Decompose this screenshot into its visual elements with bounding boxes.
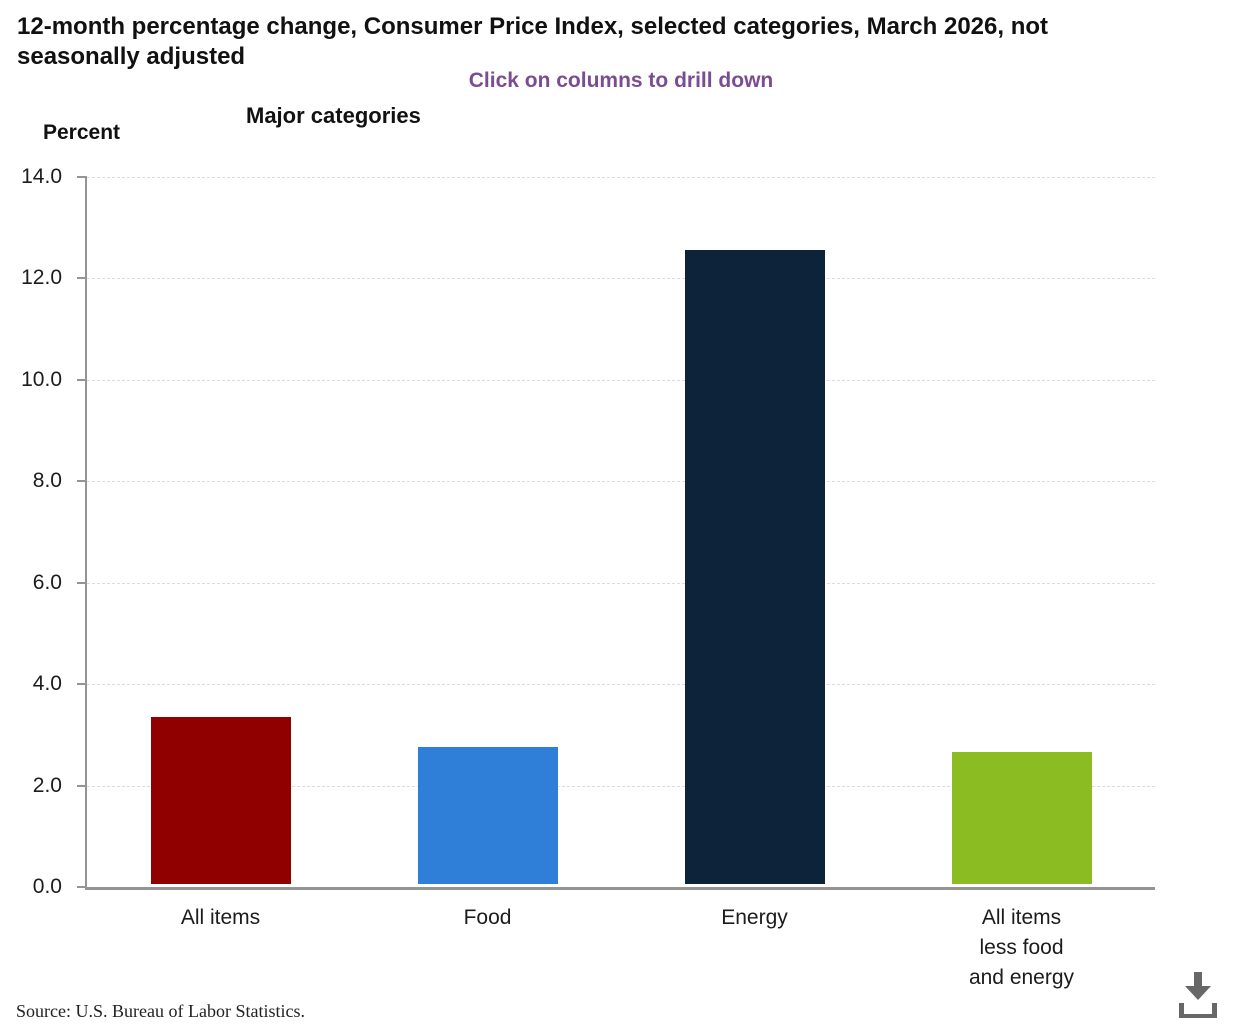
y-axis-tick-label: 0.0	[32, 875, 62, 898]
gridline	[87, 684, 1155, 686]
y-axis-tick-mark	[77, 886, 87, 888]
download-icon	[1179, 972, 1217, 1018]
y-axis-line	[85, 177, 87, 890]
plot-area	[77, 176, 1155, 890]
y-axis-tick-mark	[77, 378, 87, 381]
y-axis-tick-label: 4.0	[32, 672, 62, 696]
source-note: Source: U.S. Bureau of Labor Statistics.	[16, 1001, 305, 1021]
y-axis-tick-mark	[77, 683, 87, 686]
y-axis-tick-mark	[77, 176, 87, 178]
bar-food[interactable]	[417, 747, 558, 884]
y-axis-tick-mark	[77, 277, 87, 280]
drilldown-hint: Click on columns to drill down	[468, 69, 774, 92]
bar-energy[interactable]	[684, 250, 825, 884]
y-axis-tick-mark	[77, 784, 87, 787]
y-axis-tick-mark	[77, 581, 87, 584]
x-axis-line	[87, 887, 1155, 890]
x-category-label-energy: Energy	[721, 906, 788, 929]
gridline	[87, 582, 1155, 584]
gridline	[87, 785, 1155, 787]
gridline	[87, 379, 1155, 381]
chart-title: 12-month percentage change, Consumer Pri…	[17, 13, 1049, 70]
bar-all-items[interactable]	[150, 716, 291, 884]
y-axis-tick-label: 12.0	[21, 266, 62, 290]
x-category-label-food: Food	[463, 906, 512, 929]
y-axis-tick-labels: 0.0 2.0 4.0 6.0 8.0 10.0 12.0 14.0	[0, 0, 62, 1029]
y-axis-unit-label: Percent	[43, 121, 121, 144]
y-axis-tick-label: 6.0	[32, 570, 62, 594]
y-axis-tick-label: 10.0	[21, 367, 62, 391]
gridline	[87, 177, 1155, 178]
x-category-label-all-items: All items	[180, 906, 261, 929]
x-category-label-all-items-less-food-and-energy: All items less food and energy	[968, 906, 1075, 989]
y-axis-tick-label: 2.0	[32, 773, 62, 797]
x-axis-category-labels: All items Food Energy All items less food a…	[87, 903, 1155, 1003]
x-axis-group-label: Major categories	[246, 103, 421, 128]
download-button[interactable]	[1175, 969, 1221, 1021]
y-axis-tick-label: 8.0	[32, 469, 62, 493]
y-axis-tick-mark	[77, 480, 87, 483]
y-axis-tick-label: 14.0	[21, 165, 62, 188]
gridline	[87, 481, 1155, 483]
gridline	[87, 278, 1155, 280]
bar-all-items-less-food-and-energy[interactable]	[951, 752, 1092, 884]
